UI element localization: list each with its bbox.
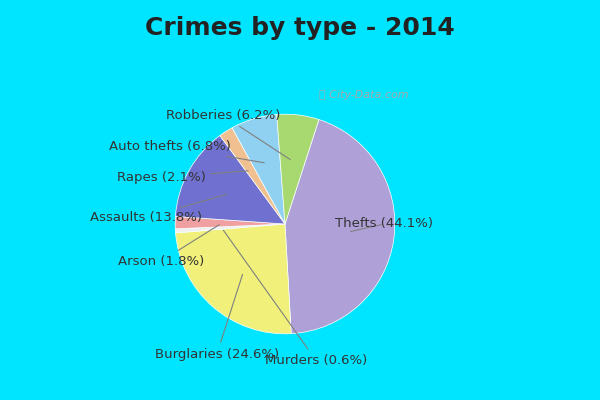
Text: Robberies (6.2%): Robberies (6.2%) [166,109,290,160]
Text: Burglaries (24.6%): Burglaries (24.6%) [155,274,279,360]
Text: ⓘ City-Data.com: ⓘ City-Data.com [319,90,408,100]
Wedge shape [175,136,285,224]
Wedge shape [285,120,395,334]
Wedge shape [175,224,285,233]
Text: Thefts (44.1%): Thefts (44.1%) [335,218,433,232]
Wedge shape [176,224,291,334]
Wedge shape [232,114,285,224]
Text: Assaults (13.8%): Assaults (13.8%) [89,194,227,224]
Wedge shape [220,128,285,224]
Text: Rapes (2.1%): Rapes (2.1%) [116,171,248,184]
Text: Arson (1.8%): Arson (1.8%) [118,225,219,268]
Text: Crimes by type - 2014: Crimes by type - 2014 [145,16,455,40]
Text: Auto thefts (6.8%): Auto thefts (6.8%) [109,140,264,163]
Wedge shape [277,114,319,224]
Text: Murders (0.6%): Murders (0.6%) [223,230,367,367]
Wedge shape [175,216,285,229]
